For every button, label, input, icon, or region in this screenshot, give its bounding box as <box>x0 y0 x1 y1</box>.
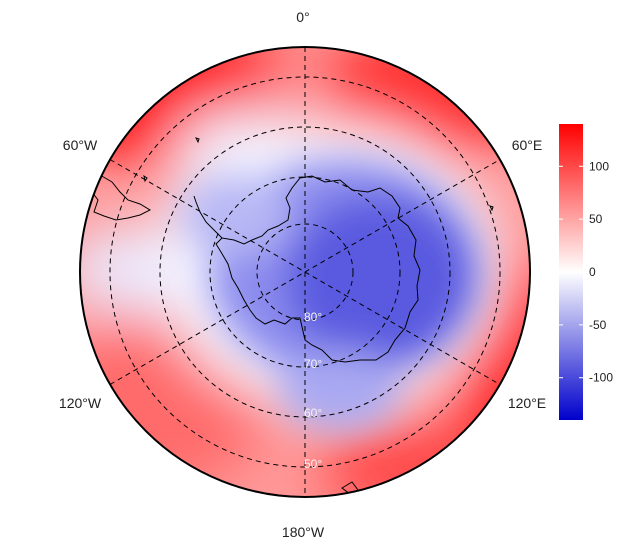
coastlines <box>91 137 494 495</box>
antarctic-peninsula <box>193 195 223 239</box>
south-america-tip <box>91 174 152 221</box>
colorbar-tick-label: -50 <box>589 318 607 332</box>
latitude-label-80: 80° <box>304 310 322 324</box>
anomaly-field <box>80 47 530 497</box>
colorbar-tick-label: 0 <box>589 265 596 279</box>
latitude-label-70: 70° <box>304 357 322 371</box>
island-2 <box>195 137 200 144</box>
antarctica-coastline <box>215 175 421 363</box>
island-1 <box>143 174 148 183</box>
colorbar: 100 50 0 -50 -100 <box>559 124 613 420</box>
colorbar-tick-label: -100 <box>589 371 613 385</box>
map-boundary <box>79 46 531 498</box>
colorbar-tick-label: 50 <box>589 212 603 226</box>
latitude-label-50: 50° <box>304 457 322 471</box>
colorbar-tick-label: 100 <box>589 159 609 173</box>
island-3 <box>489 205 494 212</box>
longitude-label-upper-right: 60°E <box>512 137 543 153</box>
longitude-label-upper-left: 60°W <box>63 137 98 153</box>
longitude-label-bottom: 180°W <box>282 524 325 540</box>
longitude-label-top: 0° <box>296 9 309 25</box>
latitude-label-60: 60° <box>304 406 322 420</box>
colorbar-ticks: 100 50 0 -50 -100 <box>559 159 613 385</box>
longitude-label-lower-right: 120°E <box>508 395 546 411</box>
meridian-120w-60e <box>109 159 501 385</box>
longitude-label-lower-left: 120°W <box>59 395 102 411</box>
graticule <box>109 47 501 497</box>
